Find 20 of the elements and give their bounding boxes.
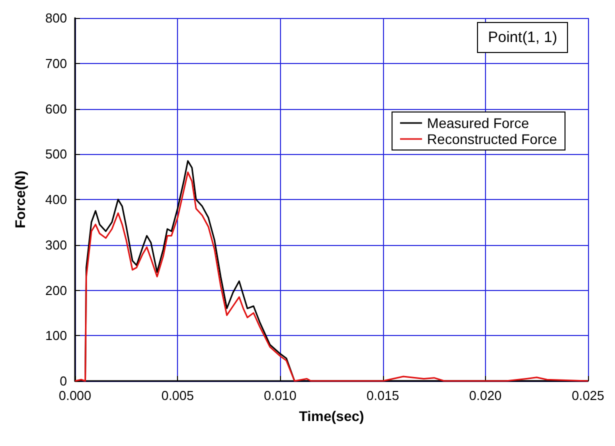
y-tick-label: 300 (45, 237, 67, 252)
annotation: Point(1, 1) (477, 22, 568, 53)
legend-label: Measured Force (427, 115, 530, 131)
x-tick-label: 0.025 (572, 388, 604, 403)
legend-label: Reconstructed Force (427, 131, 558, 147)
x-axis-title: Time(sec) (298, 408, 364, 424)
x-tick-label: 0.005 (161, 388, 194, 403)
x-tick-label: 0.020 (469, 388, 502, 403)
y-tick-label: 200 (45, 282, 67, 298)
y-tick-label: 0 (60, 374, 67, 388)
y-axis-title: Force(N) (12, 170, 28, 228)
x-tick-label: 0.000 (58, 388, 92, 403)
y-tick-label: 600 (45, 101, 67, 116)
y-tick-label: 800 (45, 10, 67, 26)
y-tick-label: 500 (45, 146, 67, 162)
y-tick-label: 100 (45, 328, 67, 344)
y-tick-label: 700 (45, 56, 67, 71)
x-tick-label: 0.010 (264, 388, 296, 403)
y-tick-label: 400 (45, 192, 67, 207)
x-tick-label: 0.015 (366, 388, 400, 403)
